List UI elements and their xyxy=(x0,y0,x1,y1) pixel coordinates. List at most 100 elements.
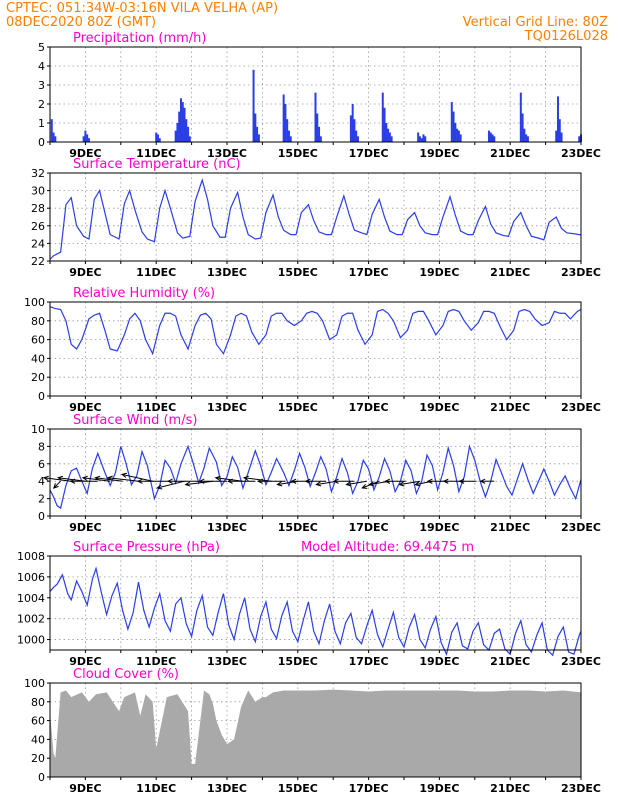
wind-arrow xyxy=(166,478,199,484)
x-tick-label: 9DEC xyxy=(69,521,101,534)
x-tick-label: 21DEC xyxy=(490,782,530,795)
y-tick-label: 2 xyxy=(38,493,45,506)
precip-bar xyxy=(284,104,287,142)
x-tick-label: 15DEC xyxy=(278,521,318,534)
y-tick-label: 8 xyxy=(38,440,45,453)
wind-arrow xyxy=(345,480,367,487)
wind-arrow xyxy=(458,478,477,484)
precip-bar xyxy=(287,130,290,142)
x-tick-label: 19DEC xyxy=(419,147,459,160)
x-tick-label: 17DEC xyxy=(349,655,389,668)
panel-title: Surface Wind (m/s) xyxy=(73,413,197,428)
x-tick-label: 23DEC xyxy=(561,401,601,414)
y-tick-label: 1004 xyxy=(17,592,45,605)
wind-arrow-head xyxy=(69,478,76,484)
x-tick-label: 11DEC xyxy=(136,782,176,795)
precip-bar xyxy=(381,92,384,142)
x-tick-label: 11DEC xyxy=(136,655,176,668)
x-tick-label: 9DEC xyxy=(69,782,101,795)
precip-bar xyxy=(155,132,158,142)
panel-frame xyxy=(49,172,582,262)
y-tick-label: 4 xyxy=(38,60,45,73)
wind-arrow-head xyxy=(81,475,88,481)
precip-bar xyxy=(578,136,581,142)
precip-bar xyxy=(459,134,462,142)
wind-arrow-head xyxy=(276,481,283,487)
precip-bar xyxy=(420,138,423,142)
precip-bar xyxy=(156,134,159,142)
x-tick-label: 21DEC xyxy=(490,401,530,414)
panel-1: 22 24 26 28 30 32 9DEC 11DEC 13DEC 15DEC 17DEC 19DE… xyxy=(31,157,601,279)
wind-arrow-shaft xyxy=(121,473,153,482)
precip-bar xyxy=(188,136,191,142)
wind-arrow-head xyxy=(384,478,391,484)
x-tick-label: 11DEC xyxy=(136,147,176,160)
x-tick-label: 17DEC xyxy=(349,266,389,279)
precip-bar xyxy=(525,134,528,142)
wind-arrow xyxy=(69,478,98,484)
wind-arrow-head xyxy=(304,478,311,484)
y-tick-label: 28 xyxy=(31,202,45,215)
x-tick-label: 21DEC xyxy=(490,266,530,279)
precip-bar xyxy=(351,104,354,142)
precip-bar xyxy=(558,119,561,142)
y-tick-label: 80 xyxy=(31,315,45,328)
wind-arrow-head xyxy=(458,478,465,484)
wind-arrow xyxy=(136,478,169,484)
precip-bar xyxy=(526,136,529,142)
header-grid-line: Vertical Grid Line: 80Z xyxy=(462,15,608,30)
precip-bar xyxy=(349,115,352,142)
x-tick-label: 11DEC xyxy=(136,266,176,279)
x-tick-label: 19DEC xyxy=(419,266,459,279)
y-tick-label: 0 xyxy=(38,136,45,149)
wind-arrow xyxy=(42,475,72,482)
x-tick-label: 21DEC xyxy=(490,147,530,160)
panel-0: 0 1 2 3 4 5 9DEC 11DEC 13DEC 15DEC 17DEC 19DEC 21DEC… xyxy=(38,31,601,160)
wind-arrow xyxy=(53,480,61,489)
wind-arrow xyxy=(332,478,355,484)
panel-frame xyxy=(49,46,582,143)
wind-arrow-head xyxy=(198,478,205,484)
y-tick-label: 5 xyxy=(38,41,45,54)
wind-arrow-shaft xyxy=(58,477,86,482)
wind-arrow-shaft xyxy=(399,480,421,486)
wind-arrow-head xyxy=(57,475,64,481)
wind-arrow-shaft xyxy=(82,477,111,482)
x-tick-label: 11DEC xyxy=(136,521,176,534)
precip-bar xyxy=(385,123,388,142)
x-tick-label: 17DEC xyxy=(349,401,389,414)
x-tick-label: 15DEC xyxy=(278,401,318,414)
y-tick-label: 10 xyxy=(31,423,45,436)
wind-arrow-head xyxy=(479,478,486,484)
precip-bar xyxy=(286,119,289,142)
precip-bar xyxy=(86,134,89,142)
wind-arrow-shaft xyxy=(43,477,72,482)
precip-bar xyxy=(252,69,255,142)
precip-bar xyxy=(457,130,460,142)
wind-arrow-head xyxy=(290,478,297,484)
precip-bar xyxy=(185,119,188,142)
wind-arrow-shaft xyxy=(277,480,298,486)
precip-bar xyxy=(387,128,390,142)
precip-bar xyxy=(521,113,524,142)
precip-bar xyxy=(424,136,427,142)
x-tick-label: 13DEC xyxy=(207,782,247,795)
wind-arrow-shaft xyxy=(185,480,213,486)
precip-bar xyxy=(257,134,260,142)
x-tick-label: 15DEC xyxy=(278,655,318,668)
y-tick-label: 1000 xyxy=(17,634,45,647)
precip-bar xyxy=(493,136,496,142)
wind-arrow-head xyxy=(136,478,143,484)
y-tick-label: 1002 xyxy=(17,613,45,626)
wind-arrow-head xyxy=(166,478,173,484)
wind-arrow-shaft xyxy=(157,480,185,489)
precip-bar xyxy=(355,130,358,142)
precip-bar xyxy=(176,123,179,142)
precip-bar xyxy=(256,126,259,142)
precip-bar xyxy=(174,130,177,142)
precip-bar xyxy=(254,113,257,142)
wind-arrow-head xyxy=(156,484,163,490)
precip-bar xyxy=(183,107,186,142)
y-tick-label: 0 xyxy=(38,771,45,784)
y-tick-label: 6 xyxy=(38,458,45,471)
